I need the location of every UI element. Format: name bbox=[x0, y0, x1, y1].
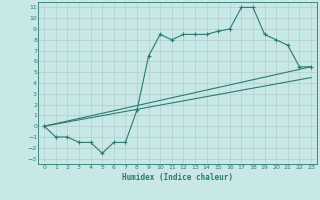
X-axis label: Humidex (Indice chaleur): Humidex (Indice chaleur) bbox=[122, 173, 233, 182]
